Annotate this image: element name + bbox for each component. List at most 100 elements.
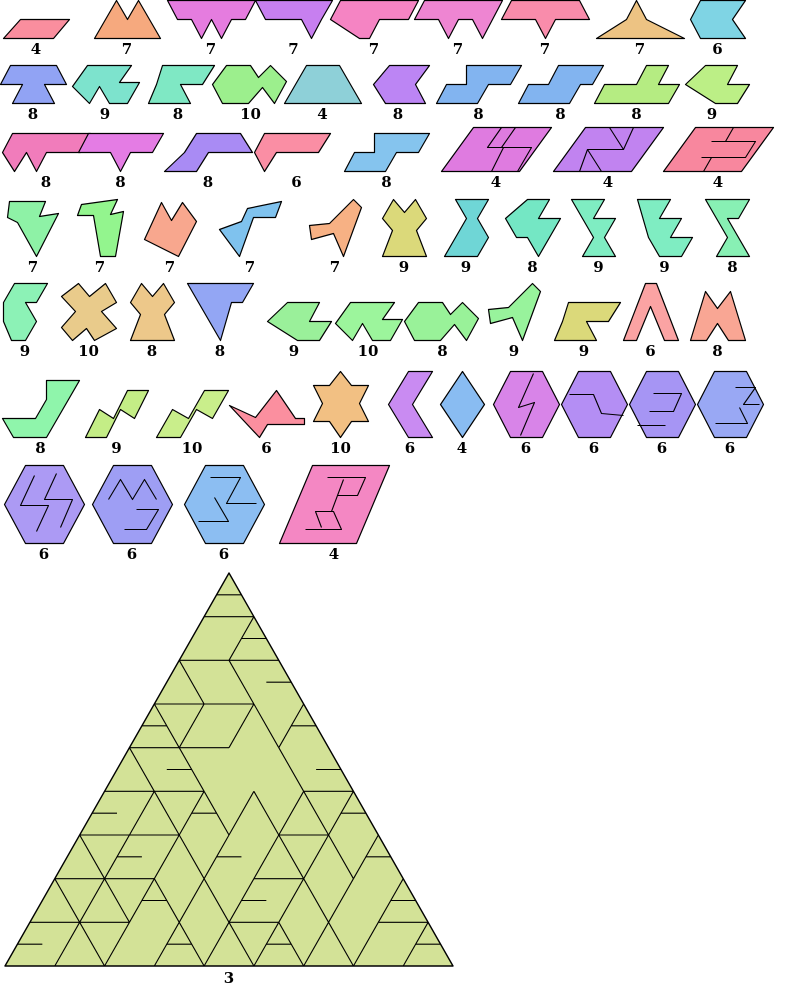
piece-r6-8: 6 [492, 370, 560, 456]
piece-label: 9 [659, 258, 670, 276]
piece-label: 4 [602, 173, 614, 191]
piece-label: 7 [94, 258, 106, 276]
piece-label: 9 [398, 258, 410, 276]
piece-r7-2: 6 [91, 464, 173, 562]
piece-shape [218, 200, 282, 258]
piece-label: 6 [218, 545, 230, 563]
piece-shape [3, 464, 85, 545]
piece-r6-2: 9 [84, 389, 149, 457]
piece-shape [143, 201, 197, 258]
piece-shape [492, 370, 560, 439]
piece-r5-8: 9 [487, 282, 541, 359]
piece-shape [6, 200, 59, 258]
piece-r3-3: 8 [163, 132, 253, 191]
piece-label: 4 [490, 173, 502, 191]
piece-shape [413, 0, 503, 40]
piece-r5-5: 9 [257, 301, 332, 359]
piece-label: 8 [202, 173, 214, 191]
piece-shape [435, 64, 522, 105]
piece-r4-8: 8 [504, 198, 561, 275]
piece-shape [593, 64, 680, 105]
piece-label: 10 [330, 439, 351, 457]
piece-label: 8 [712, 342, 723, 360]
piece-r4-2: 7 [76, 198, 124, 276]
piece-label: 8 [146, 342, 158, 360]
piece-r7-1: 6 [3, 464, 85, 562]
piece-label: 8 [473, 105, 484, 123]
piece-label: 8 [392, 105, 404, 123]
piece-r6-1: 8 [1, 379, 80, 457]
piece-shape [71, 64, 140, 105]
piece-r4-4: 7 [218, 198, 282, 275]
piece-r5-11: 8 [689, 282, 746, 360]
piece-r4-7: 9 [443, 198, 489, 276]
piece-shape [440, 126, 552, 173]
piece-shape [552, 126, 664, 173]
piece-shape [487, 282, 541, 342]
piece-label: 6 [404, 439, 416, 457]
piece-label: 9 [111, 439, 122, 457]
piece-shape [372, 64, 430, 105]
piece-r5-2: 10 [60, 282, 117, 359]
piece-label: 9 [460, 258, 472, 276]
piece-label: 9 [706, 105, 718, 123]
piece-label: 9 [578, 342, 590, 360]
piece-shape [439, 370, 485, 439]
piece-r1-8: 7 [595, 0, 685, 57]
piece-r1-7: 7 [500, 0, 590, 58]
piece-label: 9 [99, 105, 111, 123]
piece-shape [0, 64, 67, 105]
piece-shape [560, 370, 628, 439]
piece-r7-4: 4 [278, 464, 390, 562]
piece-label: 7 [164, 258, 176, 276]
piece-r4-11: 8 [704, 198, 760, 275]
piece-label: 7 [452, 40, 464, 58]
piece-r2-9: 8 [593, 64, 680, 122]
piece-r1-6: 7 [413, 0, 503, 58]
piece-r3-8: 4 [662, 126, 774, 190]
piece-label: 4 [30, 40, 42, 58]
piece-label: 6 [645, 342, 656, 360]
piece-label: 10 [357, 342, 379, 360]
piece-shape [278, 464, 390, 545]
piece-shape [253, 132, 331, 173]
piece-label: 8 [214, 342, 226, 360]
piece-r5-1: 9 [2, 282, 48, 359]
piece-r2-7: 8 [435, 64, 522, 123]
piece-label: 8 [40, 173, 52, 191]
piece-label: 8 [35, 439, 46, 457]
piece-label: 7 [205, 40, 217, 58]
piece-r2-2: 9 [69, 64, 141, 122]
piece-label: 7 [368, 40, 380, 58]
piece-label: 7 [539, 40, 551, 58]
piece-shape [689, 0, 746, 40]
piece-r3-6: 4 [440, 126, 552, 191]
piece-r3-7: 4 [552, 126, 664, 191]
piece-r1-5: 7 [329, 0, 419, 58]
piece-shape [628, 370, 696, 439]
piece-shape [186, 282, 254, 342]
piece-r1-3: 7 [166, 0, 256, 58]
piece-r2-4: 10 [211, 64, 289, 123]
piece-shape [228, 389, 305, 439]
piece-shape [2, 282, 48, 342]
piece-r2-5: 4 [283, 64, 362, 122]
piece-r3-2: 8 [77, 132, 164, 190]
piece-r6-6: 6 [387, 370, 433, 457]
piece-label: 6 [712, 40, 723, 58]
piece-r5-7: 8 [403, 301, 481, 360]
piece-label: 6 [261, 439, 272, 457]
piece-r2-1: 8 [0, 64, 67, 122]
piece-r5-10: 6 [622, 282, 679, 360]
piece-r2-8: 8 [517, 64, 604, 122]
piece-shape [517, 64, 604, 105]
piece-shape [622, 282, 679, 342]
piece-label: 8 [437, 342, 448, 360]
piece-shape [381, 198, 427, 258]
triangle-label: 3 [223, 969, 235, 987]
piece-r6-9: 6 [560, 370, 628, 456]
piece-label: 6 [724, 439, 736, 457]
piece-shape [77, 132, 164, 173]
piece-label: 10 [240, 105, 261, 123]
